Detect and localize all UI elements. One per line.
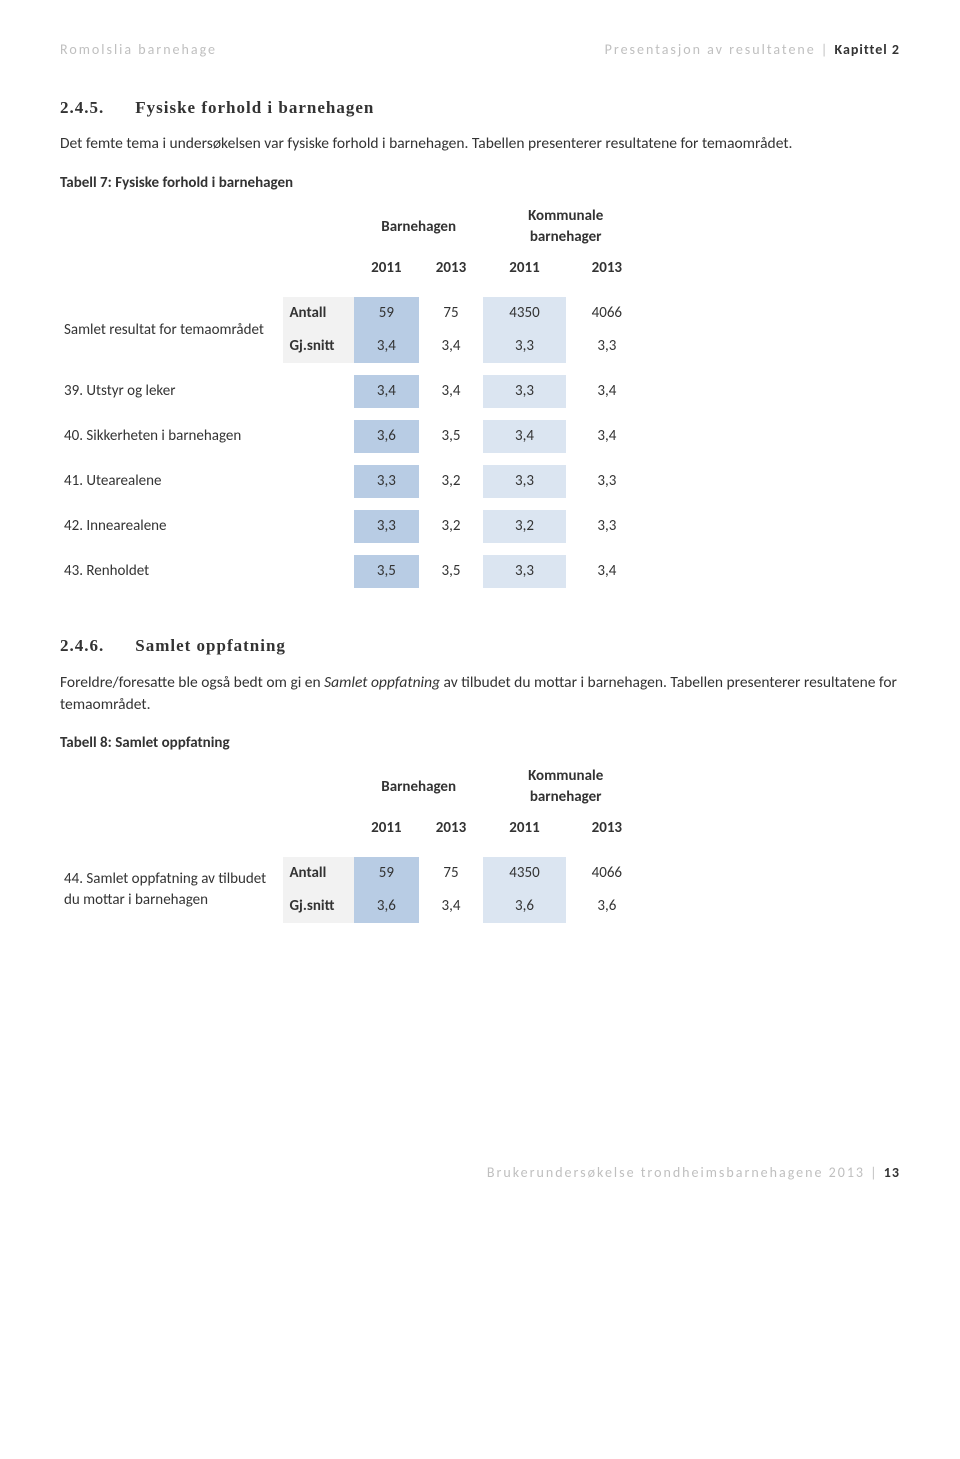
section-title: Fysiske forhold i barnehagen (135, 98, 374, 117)
col-group-2: Kommunale barnehager (483, 762, 648, 812)
cell: 3,2 (419, 465, 484, 498)
row-label: 41. Utearealene (60, 465, 354, 498)
col-group-2: Kommunale barnehager (483, 202, 648, 252)
cell: 75 (419, 297, 484, 330)
cell: 59 (354, 857, 419, 890)
cell: 4066 (566, 297, 648, 330)
cell: 3,2 (483, 510, 565, 543)
footer-page: 13 (884, 1164, 900, 1181)
cell: 3,4 (354, 375, 419, 408)
section1-para: Det femte tema i undersøkelsen var fysis… (60, 133, 900, 155)
year-cell: 2013 (566, 812, 648, 845)
cell: 3,6 (354, 420, 419, 453)
cell: 3,3 (566, 510, 648, 543)
col-group-1: Barnehagen (354, 762, 483, 812)
year-cell: 2013 (566, 252, 648, 285)
year-cell: 2013 (419, 252, 484, 285)
cell: 3,4 (419, 330, 484, 363)
row-label: 42. Innearealene (60, 510, 354, 543)
cell: 3,5 (419, 420, 484, 453)
year-cell: 2011 (354, 812, 419, 845)
cell: 3,3 (483, 465, 565, 498)
year-cell: 2013 (419, 812, 484, 845)
table-row: 2011 2013 2011 2013 (60, 812, 648, 845)
header-right-prefix: Presentasjon av resultatene (605, 41, 816, 58)
table-row: 44. Samlet oppfatning av tilbudet du mot… (60, 857, 648, 890)
cell: 4350 (483, 857, 565, 890)
page-footer: Brukerundersøkelse trondheimsbarnehagene… (60, 1163, 900, 1183)
section-heading-245: 2.4.5. Fysiske forhold i barnehagen (60, 96, 900, 120)
row-label: 40. Sikkerheten i barnehagen (60, 420, 354, 453)
section2-para: Foreldre/foresatte ble også bedt om gi e… (60, 672, 900, 715)
table-row: 42. Innearealene3,33,23,23,3 (60, 510, 648, 543)
cell: 3,4 (354, 330, 419, 363)
year-cell: 2011 (354, 252, 419, 285)
cell: 3,3 (483, 330, 565, 363)
header-left: Romolslia barnehage (60, 40, 217, 60)
table-8: Barnehagen Kommunale barnehager 2011 201… (60, 762, 648, 923)
cell: 3,3 (566, 330, 648, 363)
cell: 3,5 (354, 555, 419, 588)
block-label: Samlet resultat for temaområdet (60, 297, 283, 363)
para-em: Samlet oppfatning (324, 673, 440, 692)
footer-text: Brukerundersøkelse trondheimsbarnehagene… (487, 1164, 865, 1181)
table-row: 2011 2013 2011 2013 (60, 252, 648, 285)
table-row: 41. Utearealene3,33,23,33,3 (60, 465, 648, 498)
cell: 3,4 (419, 890, 484, 923)
table8-caption: Tabell 8: Samlet oppfatning (60, 733, 900, 754)
cell: 75 (419, 857, 484, 890)
year-cell: 2011 (483, 252, 565, 285)
cell: 3,4 (419, 375, 484, 408)
antall-label: Antall (283, 857, 354, 890)
cell: 3,4 (566, 375, 648, 408)
cell: 3,4 (566, 555, 648, 588)
cell: 4350 (483, 297, 565, 330)
table-7: Barnehagen Kommunale barnehager 2011 201… (60, 202, 648, 600)
section-title: Samlet oppfatning (135, 636, 286, 655)
table-row: 43. Renholdet3,53,53,33,4 (60, 555, 648, 588)
table-row: 40. Sikkerheten i barnehagen3,63,53,43,4 (60, 420, 648, 453)
cell: 3,2 (419, 510, 484, 543)
cell: 3,6 (483, 890, 565, 923)
table-row: Barnehagen Kommunale barnehager (60, 762, 648, 812)
page-header: Romolslia barnehage Presentasjon av resu… (60, 40, 900, 60)
para-pre: Foreldre/foresatte ble også bedt om gi e… (60, 673, 324, 692)
cell: 3,5 (419, 555, 484, 588)
table-row: Barnehagen Kommunale barnehager (60, 202, 648, 252)
header-sep: | (816, 41, 835, 58)
cell: 3,6 (354, 890, 419, 923)
header-right: Presentasjon av resultatene | Kapittel 2 (605, 40, 900, 60)
section-num: 2.4.5. (60, 96, 130, 120)
table-row: Samlet resultat for temaområdet Antall 5… (60, 297, 648, 330)
section-num: 2.4.6. (60, 634, 130, 658)
header-chapter: Kapittel 2 (835, 41, 900, 58)
cell: 3,4 (566, 420, 648, 453)
cell: 3,3 (483, 375, 565, 408)
year-cell: 2011 (483, 812, 565, 845)
cell: 3,3 (566, 465, 648, 498)
cell: 3,4 (483, 420, 565, 453)
cell: 3,3 (483, 555, 565, 588)
cell: 3,3 (354, 465, 419, 498)
footer-sep: | (865, 1164, 884, 1181)
gjsnitt-label: Gj.snitt (283, 330, 354, 363)
cell: 59 (354, 297, 419, 330)
table-row: 39. Utstyr og leker3,43,43,33,4 (60, 375, 648, 408)
antall-label: Antall (283, 297, 354, 330)
cell: 3,3 (354, 510, 419, 543)
block-label: 44. Samlet oppfatning av tilbudet du mot… (60, 857, 283, 923)
table7-caption: Tabell 7: Fysiske forhold i barnehagen (60, 173, 900, 194)
row-label: 43. Renholdet (60, 555, 354, 588)
cell: 3,6 (566, 890, 648, 923)
section-heading-246: 2.4.6. Samlet oppfatning (60, 634, 900, 658)
col-group-1: Barnehagen (354, 202, 483, 252)
cell: 4066 (566, 857, 648, 890)
gjsnitt-label: Gj.snitt (283, 890, 354, 923)
row-label: 39. Utstyr og leker (60, 375, 354, 408)
